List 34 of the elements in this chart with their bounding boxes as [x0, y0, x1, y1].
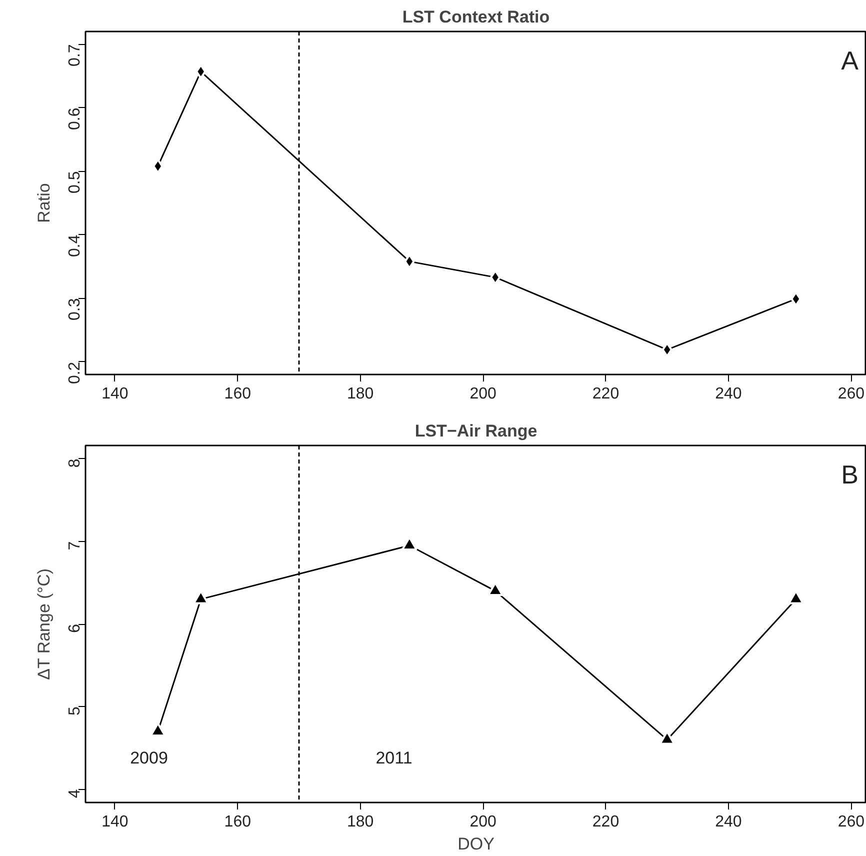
x-tick-label: 160 [224, 386, 252, 402]
chart-title: LST−Air Range [414, 422, 538, 440]
x-tick-label: 260 [838, 814, 865, 830]
x-tick-label: 220 [592, 386, 620, 402]
annotation: 2011 [376, 748, 412, 768]
y-tick-label: 4 [66, 789, 84, 798]
x-tick-label: 220 [592, 814, 620, 830]
y-axis-title: Ratio [34, 183, 54, 223]
x-tick-label: 240 [715, 814, 742, 830]
y-tick-label: 0.3 [66, 298, 84, 321]
chart-title: LST Context Ratio [402, 8, 550, 26]
y-tick-label: 0.2 [66, 362, 84, 384]
x-tick-label: 200 [470, 814, 497, 830]
y-tick-label: 0.6 [66, 108, 84, 130]
x-tick-label: 160 [224, 814, 252, 830]
y-axis-title: ΔT Range (°C) [34, 568, 54, 680]
annotation: 2009 [130, 748, 168, 768]
y-tick-label: 0.5 [66, 171, 84, 194]
x-tick-label: 200 [470, 386, 497, 402]
x-tick-label: 180 [347, 386, 374, 402]
x-tick-label: 240 [715, 386, 742, 402]
annotation: A [841, 46, 860, 76]
x-tick-label: 260 [838, 386, 865, 402]
annotation: B [841, 460, 858, 490]
y-tick-label: 0.7 [66, 44, 84, 66]
y-tick-label: 7 [66, 541, 84, 550]
y-tick-label: 8 [66, 458, 84, 468]
x-axis-title: DOY [458, 834, 494, 854]
y-tick-label: 6 [66, 624, 84, 633]
x-tick-label: 180 [347, 814, 374, 830]
y-tick-label: 0.4 [66, 234, 84, 257]
y-tick-label: 5 [66, 706, 84, 716]
x-tick-label: 140 [102, 386, 128, 402]
x-tick-label: 140 [102, 814, 128, 830]
